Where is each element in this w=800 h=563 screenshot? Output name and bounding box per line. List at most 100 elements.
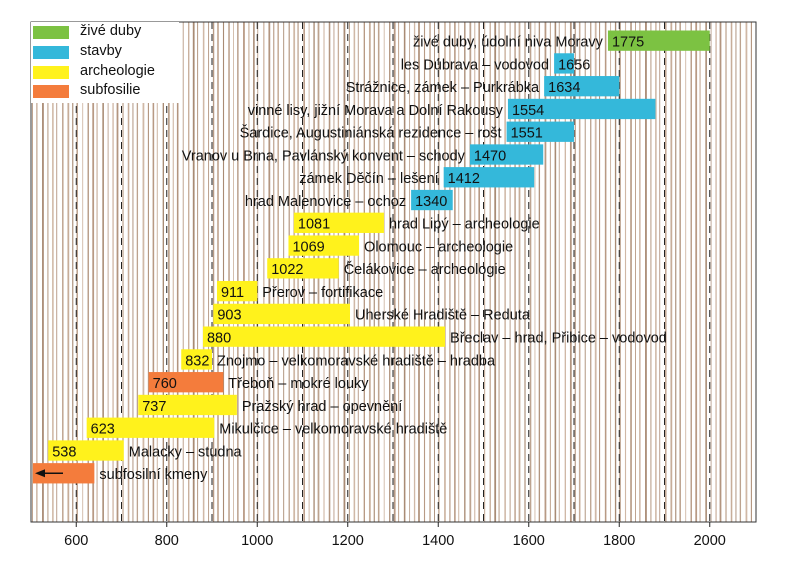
bar-value-label: 538 (52, 444, 76, 460)
bar-name-label: Znojmo – velkomoravské hradiště – hradba (217, 353, 496, 369)
tree-ring-stripe (630, 22, 632, 522)
tree-ring-stripe (409, 22, 411, 522)
bar-value-label: 1340 (415, 194, 447, 210)
legend-swatch (33, 85, 69, 99)
bar-name-label: zámek Děčín – lešení (299, 171, 438, 187)
tree-ring-stripe (72, 22, 74, 522)
tree-ring-stripe (188, 22, 190, 522)
tree-ring-stripe (529, 22, 532, 522)
tree-ring-stripe (429, 22, 431, 522)
tree-ring-stripe (564, 22, 566, 522)
legend: živé duby stavby archeologie subfosilie (31, 22, 179, 104)
tree-ring-stripe (584, 22, 586, 522)
tree-ring-stripe (745, 22, 748, 522)
x-tick-label: 1600 (513, 533, 545, 549)
tree-ring-stripe (655, 22, 657, 522)
tree-ring-stripe (730, 22, 733, 522)
bar-value-label: 1551 (511, 126, 543, 142)
tree-ring-stripe (549, 22, 551, 522)
legend-swatch (33, 26, 69, 39)
bar-name-label: subfosilní kmeny (99, 467, 208, 483)
tree-ring-stripe (599, 22, 601, 522)
bar (213, 303, 351, 325)
tree-ring-stripe (449, 22, 451, 522)
bar-name-label: hrad Lipý – archeologie (389, 217, 540, 233)
bar-value-label: 1656 (558, 57, 590, 73)
tree-ring-stripe (152, 22, 155, 522)
tree-ring-stripe (578, 22, 581, 522)
bar-name-label: Strážnice, zámek – Purkrábka (346, 80, 540, 96)
tree-ring-stripe (469, 22, 472, 522)
bar (181, 349, 212, 370)
tree-ring-stripe (197, 22, 199, 522)
bar-value-label: 737 (142, 399, 166, 415)
tree-ring-stripe (464, 22, 466, 522)
bar-name-label: Uherské Hradiště – Reduta (355, 308, 531, 324)
tree-ring-stripe (122, 22, 124, 522)
bar (544, 76, 620, 97)
tree-ring-stripe (208, 22, 210, 522)
tree-ring-stripe (132, 22, 134, 522)
tree-ring-stripe (690, 22, 692, 522)
tree-ring-stripe (127, 22, 130, 522)
bar (506, 121, 574, 142)
tree-ring-stripe (614, 22, 617, 522)
tree-ring-stripe (544, 22, 547, 522)
bar (607, 30, 710, 51)
tree-ring-stripe (363, 22, 365, 522)
tree-ring-stripe (176, 22, 179, 522)
tree-ring-stripe (534, 22, 536, 522)
bar-name-label: živé duby, údolní niva Moravy (413, 35, 604, 51)
plot-frame (30, 21, 757, 523)
tree-ring-stripe (116, 22, 119, 522)
tree-ring-stripe (725, 22, 727, 522)
tree-ring-stripe (393, 22, 396, 522)
tree-ring-stripe (102, 22, 104, 522)
tree-ring-stripe (142, 22, 145, 522)
tree-ring-stripe (458, 22, 460, 522)
bar-name-label: Olomouc – archeologie (364, 239, 513, 255)
tree-ring-stripe (353, 22, 356, 522)
tree-ring-stripe (695, 22, 698, 522)
legend-label: archeologie (80, 62, 155, 79)
tree-ring-stripe (82, 22, 84, 522)
tree-ring-stripe (156, 22, 158, 522)
bar-name-label: Přerov – fortifikace (262, 285, 383, 301)
tree-ring-stripe (444, 22, 446, 522)
tree-ring-stripe (685, 22, 687, 522)
legend-label: subfosilie (80, 82, 141, 99)
tree-ring-stripe (735, 22, 737, 522)
tree-ring-stripe (56, 22, 58, 522)
tree-ring-stripe (107, 22, 109, 522)
bar-value-label: 903 (217, 308, 241, 324)
tree-ring-stripe (147, 22, 149, 522)
tree-ring-stripe (739, 22, 742, 522)
bar-name-label: Břeclav – hrad, Přibice – vodovod (450, 331, 667, 347)
tree-ring-stripe (348, 22, 350, 522)
tree-ring-stripe (162, 22, 164, 522)
tree-ring-stripe (509, 22, 511, 522)
tree-ring-stripe (398, 22, 400, 522)
tree-ring-stripe (514, 22, 516, 522)
bar (216, 280, 258, 302)
bar (267, 258, 339, 279)
bar-value-label: 1470 (474, 148, 506, 164)
tree-ring-stripe (705, 22, 707, 522)
bar (48, 440, 124, 461)
tree-ring-stripe (498, 22, 500, 522)
tree-ring-stripe (237, 22, 239, 522)
tree-ring-stripe (574, 22, 576, 522)
legend-swatch (33, 65, 69, 79)
x-tick-label: 800 (155, 533, 179, 549)
tree-ring-stripe (423, 22, 426, 522)
bar-name-label: Šardice, Augustiniánská rezidence – rošt (240, 125, 502, 142)
tree-ring-stripe (558, 22, 560, 522)
tree-ring-stripe (182, 22, 184, 522)
legend-swatch (33, 45, 69, 59)
bar-name-label: hrad Malenovice – ochoz (245, 194, 406, 210)
bar (288, 235, 360, 256)
tree-ring-stripe (719, 22, 722, 522)
bar (469, 144, 544, 165)
legend-label: živé duby (80, 23, 142, 39)
tree-ring-stripe (454, 22, 456, 522)
